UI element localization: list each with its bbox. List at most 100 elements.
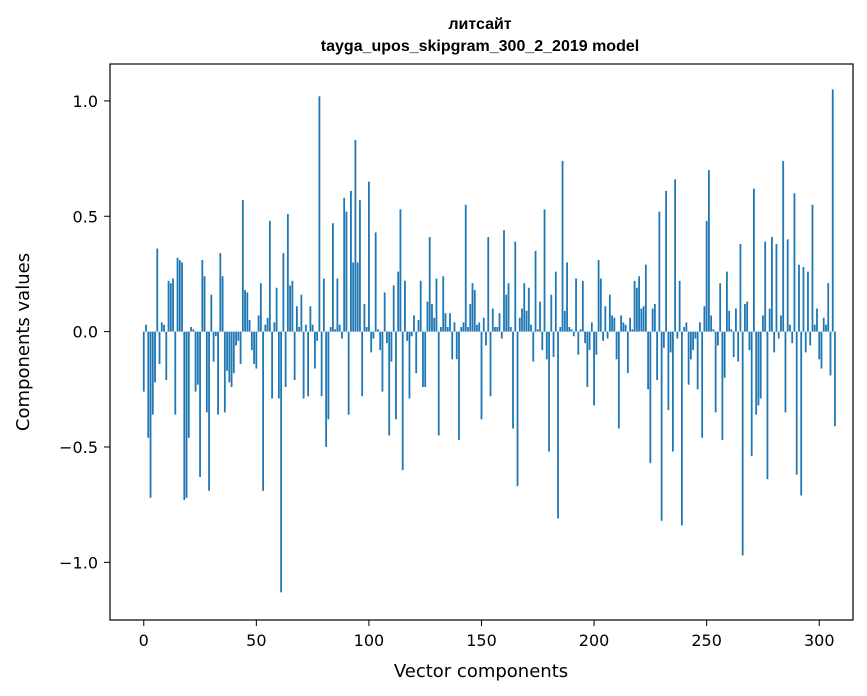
bar-100: [368, 181, 370, 332]
bar-3: [149, 331, 152, 498]
bar-148: [476, 324, 478, 332]
bar-42: [237, 331, 240, 341]
bar-212: [620, 315, 622, 332]
bar-147: [473, 290, 476, 332]
bar-224: [647, 331, 650, 390]
bar-43: [239, 331, 242, 364]
bar-258: [723, 331, 726, 378]
bar-146: [471, 283, 474, 332]
bar-197: [586, 331, 589, 387]
bar-202: [597, 260, 600, 332]
bar-101: [370, 331, 373, 353]
bar-292: [800, 331, 803, 496]
bar-55: [266, 317, 269, 332]
bar-200: [593, 331, 595, 406]
bar-290: [795, 331, 798, 475]
bar-26: [201, 260, 204, 332]
bar-207: [608, 294, 611, 332]
bar-4: [151, 331, 154, 415]
bar-190: [570, 329, 573, 332]
bar-209: [613, 317, 616, 332]
bar-68: [295, 306, 298, 332]
y-tick-label: −0.5: [59, 438, 98, 457]
bar-7: [158, 331, 161, 364]
bar-294: [804, 331, 807, 353]
bar-76: [313, 331, 316, 369]
bar-12: [169, 283, 172, 332]
bar-288: [791, 331, 794, 344]
bar-297: [811, 204, 814, 332]
bar-86: [336, 278, 339, 332]
bar-194: [579, 329, 582, 332]
bar-102: [372, 331, 375, 339]
bar-24: [196, 331, 199, 385]
bar-262: [732, 331, 735, 357]
bar-39: [230, 331, 233, 387]
chart-title-line-1: литсайт: [448, 16, 511, 33]
bar-236: [674, 179, 677, 332]
bar-216: [629, 317, 631, 332]
bar-273: [757, 331, 760, 406]
bar-179: [545, 331, 548, 360]
bar-266: [741, 331, 744, 556]
bar-144: [467, 327, 469, 332]
bar-169: [523, 283, 526, 332]
bar-280: [773, 331, 776, 353]
bar-260: [728, 310, 731, 332]
bar-49: [253, 331, 255, 364]
x-tick-label: 200: [579, 631, 610, 650]
bar-285: [784, 331, 787, 413]
bar-279: [771, 237, 773, 332]
bar-108: [386, 331, 388, 344]
bar-222: [642, 306, 645, 332]
bar-9: [163, 324, 165, 332]
bar-115: [401, 331, 404, 471]
bar-165: [514, 241, 517, 332]
x-tick-label: 100: [354, 631, 385, 650]
bar-27: [203, 276, 206, 332]
bar-18: [183, 331, 186, 501]
bar-170: [525, 310, 528, 332]
bar-142: [462, 322, 465, 332]
bar-306: [831, 89, 834, 332]
bar-130: [435, 278, 438, 332]
bar-23: [194, 331, 197, 392]
bar-138: [453, 322, 456, 332]
bar-178: [543, 209, 546, 332]
bar-60: [277, 331, 280, 399]
bar-204: [602, 331, 604, 341]
bar-127: [428, 237, 431, 332]
bar-274: [759, 331, 762, 399]
bar-208: [611, 315, 613, 332]
bar-118: [408, 331, 411, 399]
bar-77: [316, 331, 319, 341]
bar-152: [485, 331, 487, 346]
bar-177: [541, 331, 544, 351]
bar-63: [284, 331, 287, 387]
bar-46: [246, 292, 249, 332]
bar-229: [658, 211, 661, 332]
bar-36: [223, 331, 226, 413]
bar-184: [557, 331, 559, 519]
bar-81: [325, 331, 328, 447]
bar-79: [320, 331, 323, 397]
bar-124: [422, 331, 424, 387]
bar-52: [259, 283, 262, 332]
bar-261: [730, 329, 733, 332]
bar-281: [775, 243, 778, 332]
y-tick-label: 0.0: [73, 323, 98, 342]
bar-58: [273, 322, 276, 332]
bar-188: [566, 262, 568, 332]
y-axis-ticks: −1.0 −0.5 0.0 0.5 1.0: [59, 92, 110, 572]
chart-title-line-2: tayga_upos_skipgram_300_2_2019 model: [321, 38, 639, 55]
y-tick-label: 0.5: [73, 207, 98, 226]
bar-219: [635, 287, 638, 332]
bar-254: [714, 331, 717, 413]
y-axis-label: Components values: [13, 253, 34, 431]
bar-183: [554, 271, 557, 332]
x-tick-label: 0: [139, 631, 149, 650]
x-tick-label: 250: [691, 631, 722, 650]
bar-85: [334, 329, 337, 332]
bar-234: [669, 331, 672, 353]
bar-62: [282, 253, 285, 332]
